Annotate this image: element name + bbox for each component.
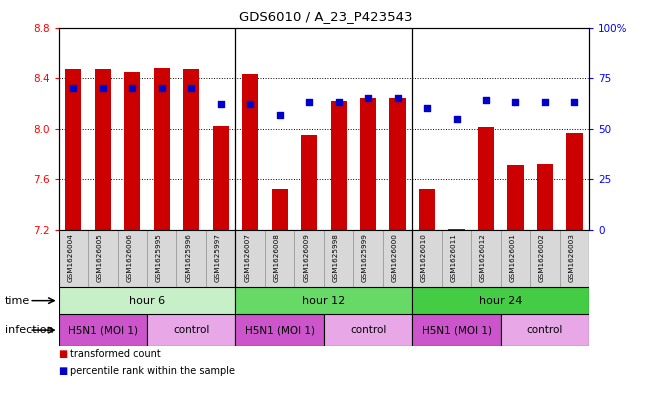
FancyBboxPatch shape: [206, 230, 236, 287]
Text: H5N1 (MOI 1): H5N1 (MOI 1): [245, 325, 314, 335]
Text: GSM1625999: GSM1625999: [362, 233, 368, 282]
FancyBboxPatch shape: [353, 230, 383, 287]
Text: GSM1626003: GSM1626003: [568, 233, 574, 282]
Bar: [507, 165, 523, 230]
FancyBboxPatch shape: [59, 230, 88, 287]
Text: GSM1626012: GSM1626012: [480, 233, 486, 282]
Text: hour 12: hour 12: [302, 296, 346, 306]
Text: GSM1626002: GSM1626002: [539, 233, 545, 282]
Bar: [331, 101, 347, 230]
Text: percentile rank within the sample: percentile rank within the sample: [70, 365, 235, 376]
Text: control: control: [527, 325, 563, 335]
FancyBboxPatch shape: [294, 230, 324, 287]
Bar: [419, 189, 435, 230]
FancyBboxPatch shape: [501, 314, 589, 346]
Bar: [389, 98, 406, 230]
FancyBboxPatch shape: [471, 230, 501, 287]
Bar: [94, 69, 111, 230]
FancyBboxPatch shape: [412, 314, 501, 346]
Point: [451, 116, 462, 122]
FancyBboxPatch shape: [59, 314, 147, 346]
Text: GSM1625998: GSM1625998: [333, 233, 339, 282]
Text: GSM1626001: GSM1626001: [510, 233, 516, 282]
FancyBboxPatch shape: [530, 230, 560, 287]
FancyBboxPatch shape: [118, 230, 147, 287]
Point: [333, 99, 344, 106]
Bar: [213, 126, 229, 230]
Text: time: time: [5, 296, 31, 306]
Text: ■: ■: [59, 349, 68, 359]
Text: infection: infection: [5, 325, 54, 335]
Text: GSM1626005: GSM1626005: [97, 233, 103, 282]
FancyBboxPatch shape: [59, 287, 236, 314]
Text: GSM1626010: GSM1626010: [421, 233, 427, 282]
Bar: [566, 132, 583, 230]
Bar: [537, 164, 553, 230]
Point: [156, 85, 167, 91]
Text: GSM1626004: GSM1626004: [67, 233, 74, 282]
Point: [68, 85, 79, 91]
Bar: [301, 135, 317, 230]
Text: transformed count: transformed count: [70, 349, 161, 359]
Point: [215, 101, 226, 108]
FancyBboxPatch shape: [147, 314, 236, 346]
Point: [481, 97, 492, 103]
Point: [422, 105, 432, 112]
FancyBboxPatch shape: [176, 230, 206, 287]
Bar: [124, 72, 141, 230]
Point: [98, 85, 108, 91]
FancyBboxPatch shape: [236, 287, 412, 314]
Text: ■: ■: [59, 365, 68, 376]
Bar: [478, 127, 494, 230]
Bar: [360, 98, 376, 230]
FancyBboxPatch shape: [560, 230, 589, 287]
Text: GSM1625996: GSM1625996: [186, 233, 191, 282]
Point: [569, 99, 579, 106]
FancyBboxPatch shape: [324, 314, 412, 346]
Text: GDS6010 / A_23_P423543: GDS6010 / A_23_P423543: [239, 10, 412, 23]
Point: [186, 85, 197, 91]
Text: H5N1 (MOI 1): H5N1 (MOI 1): [68, 325, 138, 335]
FancyBboxPatch shape: [412, 287, 589, 314]
Bar: [242, 74, 258, 230]
Text: control: control: [350, 325, 386, 335]
Bar: [449, 229, 465, 230]
FancyBboxPatch shape: [265, 230, 294, 287]
Text: GSM1626008: GSM1626008: [273, 233, 280, 282]
Text: GSM1626000: GSM1626000: [391, 233, 398, 282]
Text: GSM1626011: GSM1626011: [450, 233, 456, 282]
Text: control: control: [173, 325, 210, 335]
Text: hour 6: hour 6: [129, 296, 165, 306]
FancyBboxPatch shape: [501, 230, 530, 287]
Point: [275, 111, 285, 118]
FancyBboxPatch shape: [236, 230, 265, 287]
FancyBboxPatch shape: [147, 230, 176, 287]
FancyBboxPatch shape: [383, 230, 412, 287]
Text: hour 24: hour 24: [479, 296, 522, 306]
FancyBboxPatch shape: [442, 230, 471, 287]
Text: GSM1625997: GSM1625997: [215, 233, 221, 282]
Point: [363, 95, 373, 101]
Text: GSM1626007: GSM1626007: [244, 233, 250, 282]
Text: GSM1626006: GSM1626006: [126, 233, 132, 282]
FancyBboxPatch shape: [412, 230, 442, 287]
Point: [245, 101, 255, 108]
Point: [510, 99, 521, 106]
Bar: [65, 69, 81, 230]
Bar: [271, 189, 288, 230]
FancyBboxPatch shape: [88, 230, 118, 287]
Text: GSM1626009: GSM1626009: [303, 233, 309, 282]
Point: [304, 99, 314, 106]
Point: [540, 99, 550, 106]
FancyBboxPatch shape: [236, 314, 324, 346]
Point: [127, 85, 137, 91]
Text: GSM1625995: GSM1625995: [156, 233, 161, 282]
Bar: [154, 68, 170, 230]
FancyBboxPatch shape: [324, 230, 353, 287]
Point: [393, 95, 403, 101]
Bar: [183, 69, 199, 230]
Text: H5N1 (MOI 1): H5N1 (MOI 1): [421, 325, 492, 335]
